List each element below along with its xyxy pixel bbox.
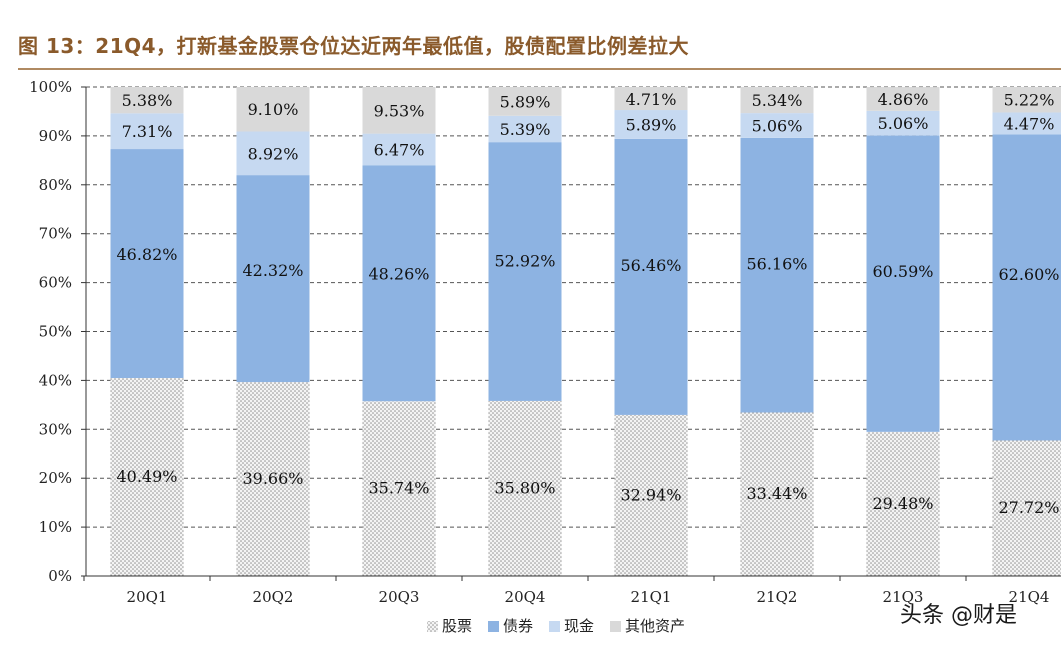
bar-segment-cash (488, 115, 562, 143)
data-label: 32.94% (620, 485, 681, 504)
bar-segment-stock (614, 414, 688, 576)
bar-segment-bond (614, 138, 688, 415)
bar-segment-bond (110, 149, 184, 379)
bar-segment-other (488, 87, 562, 116)
bar-segment-cash (362, 133, 436, 166)
y-tick-label: 80% (39, 176, 72, 194)
legend-label: 现金 (564, 617, 594, 635)
legend-swatch (610, 621, 621, 632)
bar-segment-cash (110, 113, 184, 150)
bar-segment-bond (866, 135, 940, 432)
y-tick-label: 70% (39, 225, 72, 243)
bar-segment-stock (992, 440, 1061, 576)
data-label: 56.16% (746, 254, 807, 273)
legend-label: 债券 (503, 617, 533, 635)
bar-segment-cash (740, 113, 814, 138)
data-label: 42.32% (242, 261, 303, 280)
y-tick-label: 40% (39, 371, 72, 389)
legend-label: 股票 (442, 617, 472, 635)
bar-segment-cash (236, 131, 310, 176)
title-divider (18, 68, 1061, 70)
data-label: 7.31% (122, 122, 173, 141)
legend-swatch (427, 621, 438, 632)
bar-segment-other (110, 87, 184, 114)
data-label: 5.06% (878, 114, 929, 133)
bar-segment-bond (362, 165, 436, 402)
y-tick-label: 30% (39, 420, 72, 438)
data-label: 46.82% (116, 245, 177, 264)
data-label: 39.66% (242, 469, 303, 488)
legend-swatch (549, 621, 560, 632)
data-label: 4.71% (626, 90, 677, 109)
data-label: 35.74% (368, 479, 429, 498)
bar-segment-cash (992, 112, 1061, 135)
y-tick-label: 60% (39, 274, 72, 292)
data-label: 5.89% (500, 92, 551, 111)
watermark-text: 头条 @财是 (900, 603, 1017, 628)
legend-swatch (488, 621, 499, 632)
data-label: 5.89% (626, 115, 677, 134)
bar-segment-other (236, 87, 310, 132)
data-label: 5.22% (1004, 91, 1055, 110)
x-tick-label: 21Q2 (757, 588, 798, 606)
bar-segment-stock (740, 412, 814, 576)
y-tick-label: 0% (48, 567, 72, 585)
bar-segment-cash (614, 110, 688, 139)
bar-segment-other (866, 87, 940, 111)
data-label: 8.92% (248, 144, 299, 163)
data-label: 29.48% (872, 494, 933, 513)
y-tick-label: 10% (39, 518, 72, 536)
data-label: 5.34% (752, 91, 803, 110)
bar-segment-bond (236, 175, 310, 383)
x-tick-label: 20Q1 (127, 588, 168, 606)
data-label: 62.60% (998, 265, 1059, 284)
bar-segment-other (362, 87, 436, 134)
data-label: 4.86% (878, 90, 929, 109)
bar-segment-bond (740, 137, 814, 413)
legend-label: 其他资产 (625, 617, 685, 635)
data-label: 5.38% (122, 91, 173, 110)
bar-segment-stock (110, 378, 184, 576)
bar-segment-other (992, 87, 1061, 113)
data-label: 5.06% (752, 116, 803, 135)
bar-segment-stock (866, 431, 940, 576)
bar-segment-bond (992, 134, 1061, 441)
data-label: 48.26% (368, 264, 429, 283)
x-tick-label: 20Q3 (379, 588, 420, 606)
y-tick-label: 20% (39, 469, 72, 487)
x-tick-label: 21Q4 (1009, 588, 1050, 606)
x-tick-label: 20Q2 (253, 588, 294, 606)
data-label: 6.47% (374, 140, 425, 159)
x-tick-label: 20Q4 (505, 588, 546, 606)
data-label: 27.72% (998, 498, 1059, 517)
bar-segment-stock (362, 401, 436, 576)
chart-title: 图 13：21Q4，打新基金股票仓位达近两年最低值，股债配置比例差拉大 (18, 34, 690, 58)
x-tick-label: 21Q1 (631, 588, 672, 606)
bar-segment-cash (866, 110, 940, 136)
data-label: 9.10% (248, 100, 299, 119)
bar-segment-other (740, 87, 814, 114)
x-tick-label: 21Q3 (883, 588, 924, 606)
bar-segment-bond (488, 142, 562, 401)
data-label: 4.47% (1004, 114, 1055, 133)
bar-segment-stock (236, 382, 310, 576)
data-label: 60.59% (872, 262, 933, 281)
y-tick-label: 50% (39, 323, 72, 341)
data-label: 56.46% (620, 256, 681, 275)
y-tick-label: 100% (29, 78, 72, 96)
y-tick-label: 90% (39, 127, 72, 145)
bar-segment-stock (488, 400, 562, 576)
data-label: 40.49% (116, 467, 177, 486)
data-label: 9.53% (374, 101, 425, 120)
data-label: 5.39% (500, 120, 551, 139)
data-label: 33.44% (746, 484, 807, 503)
data-label: 52.92% (494, 252, 555, 271)
bar-segment-other (614, 87, 688, 111)
data-label: 35.80% (494, 478, 555, 497)
